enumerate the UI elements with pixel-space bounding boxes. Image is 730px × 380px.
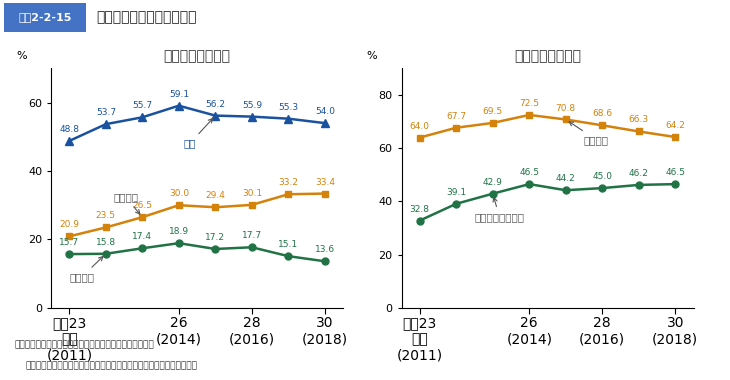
Text: 15.8: 15.8 <box>96 238 116 247</box>
Text: 全体: 全体 <box>183 119 212 149</box>
Text: 53.7: 53.7 <box>96 108 116 117</box>
Text: 46.5: 46.5 <box>519 168 539 177</box>
Text: 23.5: 23.5 <box>96 212 116 220</box>
Text: 図表2-2-15: 図表2-2-15 <box>18 12 72 22</box>
Text: 32.8: 32.8 <box>410 204 430 214</box>
Text: 69.5: 69.5 <box>483 107 503 116</box>
Text: 45.0: 45.0 <box>592 172 612 181</box>
Text: 33.2: 33.2 <box>278 178 299 187</box>
Text: 39.1: 39.1 <box>446 188 466 197</box>
Text: 注：就農者には、一度、他の仕事に就いた後に就農した者は含まない。: 注：就農者には、一度、他の仕事に就いた後に就農した者は含まない。 <box>26 362 198 370</box>
Text: %: % <box>16 51 27 61</box>
Text: 54.0: 54.0 <box>315 107 335 116</box>
Text: 30.1: 30.1 <box>242 189 262 198</box>
Text: 33.4: 33.4 <box>315 177 335 187</box>
Text: 48.8: 48.8 <box>59 125 80 134</box>
Text: 15.7: 15.7 <box>59 238 80 247</box>
Text: 55.7: 55.7 <box>132 101 153 110</box>
Text: 70.8: 70.8 <box>556 103 576 112</box>
Title: （出身別就農率）: （出身別就農率） <box>514 49 581 63</box>
Text: 26.5: 26.5 <box>132 201 153 210</box>
Text: 13.6: 13.6 <box>315 245 335 254</box>
Text: 17.4: 17.4 <box>132 232 153 241</box>
Text: 44.2: 44.2 <box>556 174 576 183</box>
Text: 68.6: 68.6 <box>592 109 612 119</box>
Text: 56.2: 56.2 <box>205 100 226 109</box>
Text: 72.5: 72.5 <box>519 99 539 108</box>
Text: 55.9: 55.9 <box>242 101 262 110</box>
Text: 17.7: 17.7 <box>242 231 262 240</box>
Text: 農家出身: 農家出身 <box>569 122 609 145</box>
Text: 農家出身ではない: 農家出身ではない <box>474 198 524 222</box>
Text: 15.1: 15.1 <box>278 240 299 249</box>
Text: 雇用就農: 雇用就農 <box>113 192 140 214</box>
Text: 46.2: 46.2 <box>629 169 649 178</box>
Text: 67.7: 67.7 <box>446 112 466 121</box>
Text: 66.3: 66.3 <box>629 116 649 125</box>
Text: 64.0: 64.0 <box>410 122 430 131</box>
Text: 20.9: 20.9 <box>59 220 80 230</box>
Title: （形態別就農率）: （形態別就農率） <box>164 49 231 63</box>
Text: %: % <box>366 51 377 61</box>
Text: 42.9: 42.9 <box>483 178 503 187</box>
Text: 30.0: 30.0 <box>169 189 189 198</box>
Text: 18.9: 18.9 <box>169 227 189 236</box>
Text: 29.4: 29.4 <box>205 191 226 200</box>
Text: 農業大学校卒業生の就農率: 農業大学校卒業生の就農率 <box>96 10 196 24</box>
Text: 64.2: 64.2 <box>665 121 685 130</box>
Text: 17.2: 17.2 <box>205 233 226 242</box>
Text: 55.3: 55.3 <box>278 103 299 112</box>
Text: 46.5: 46.5 <box>665 168 685 177</box>
Text: 資料：全国農業大学校協議会の資料を基に農林水産省作成: 資料：全国農業大学校協議会の資料を基に農林水産省作成 <box>15 341 154 350</box>
Text: 自営就農: 自営就農 <box>69 256 103 282</box>
Text: 59.1: 59.1 <box>169 90 189 99</box>
FancyBboxPatch shape <box>4 3 86 32</box>
